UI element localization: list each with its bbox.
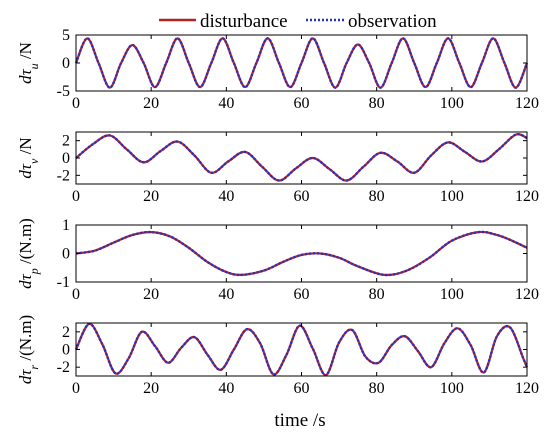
y-tick-label: -5: [57, 83, 70, 100]
y-tick-label: 2: [62, 133, 70, 150]
x-axis-label: time /s: [274, 410, 325, 431]
x-tick-label: 20: [143, 286, 159, 303]
x-tick-label: 80: [369, 95, 385, 112]
y-tick-label: -2: [57, 359, 70, 376]
x-tick-label: 100: [440, 380, 464, 397]
y-axis-label-r: dτr /(N.m): [16, 315, 41, 384]
y-tick-label: 0: [62, 150, 70, 167]
y-axis-label-base: dτ: [16, 369, 35, 385]
x-tick-label: 60: [294, 188, 310, 205]
y-tick-label: 1: [62, 217, 70, 234]
x-tick-label: 60: [294, 380, 310, 397]
x-tick-label: 100: [440, 286, 464, 303]
x-tick-label: 40: [218, 95, 234, 112]
x-tick-label: 80: [369, 380, 385, 397]
x-tick-label: 20: [143, 380, 159, 397]
y-axis-label-sub: u: [27, 63, 41, 69]
y-axis-label-unit: /(N.m): [16, 218, 35, 268]
x-tick-label: 120: [515, 188, 539, 205]
y-axis-label-u: dτu /N: [16, 42, 41, 84]
y-axis-label-base: dτ: [16, 68, 35, 84]
x-tick-label: 40: [218, 380, 234, 397]
x-tick-label: 0: [72, 286, 80, 303]
series-line-observation: [75, 132, 528, 182]
x-tick-label: 100: [440, 95, 464, 112]
y-tick-label: -2: [57, 167, 70, 184]
y-tick-label: -1: [57, 274, 70, 291]
y-axis-label-p: dτp /(N.m): [16, 218, 41, 289]
x-tick-label: 80: [369, 188, 385, 205]
y-axis-label-v: dτv /N: [16, 137, 41, 178]
legend: disturbance observation: [159, 11, 437, 32]
x-tick-label: 40: [218, 188, 234, 205]
y-tick-label: 0: [62, 246, 70, 263]
y-axis-label-sub: p: [27, 268, 41, 275]
axes-frame: [75, 131, 528, 185]
legend-disturbance-label: disturbance: [200, 11, 288, 32]
x-tick-label: 120: [515, 380, 539, 397]
x-tick-label: 40: [218, 286, 234, 303]
y-tick-label: 0: [62, 55, 70, 72]
x-tick-label: 60: [294, 95, 310, 112]
legend-observation-label: observation: [348, 11, 437, 32]
series-line-disturbance: [74, 37, 529, 89]
y-axis-label-unit: /(N.m): [16, 315, 35, 365]
x-tick-label: 20: [143, 188, 159, 205]
x-tick-label: 120: [515, 95, 539, 112]
y-tick-label: 0: [62, 342, 70, 359]
y-axis-label-sub: r: [27, 365, 41, 370]
series-line-disturbance: [75, 322, 529, 377]
series-line-disturbance: [75, 133, 528, 182]
series-line-observation: [75, 230, 528, 277]
y-tick-label: 5: [62, 27, 70, 44]
x-tick-label: 0: [72, 380, 80, 397]
y-axis-label-unit: /N: [16, 42, 35, 63]
x-tick-label: 60: [294, 286, 310, 303]
y-axis-label-base: dτ: [16, 163, 35, 179]
x-tick-label: 100: [440, 188, 464, 205]
x-tick-label: 120: [515, 286, 539, 303]
y-axis-label-base: dτ: [16, 273, 35, 289]
x-tick-label: 0: [72, 95, 80, 112]
y-tick-label: 2: [62, 324, 70, 341]
x-tick-label: 0: [72, 188, 80, 205]
y-axis-label-unit: /N: [16, 137, 35, 158]
y-axis-label-sub: v: [27, 158, 41, 164]
x-tick-label: 80: [369, 286, 385, 303]
x-tick-label: 20: [143, 95, 159, 112]
